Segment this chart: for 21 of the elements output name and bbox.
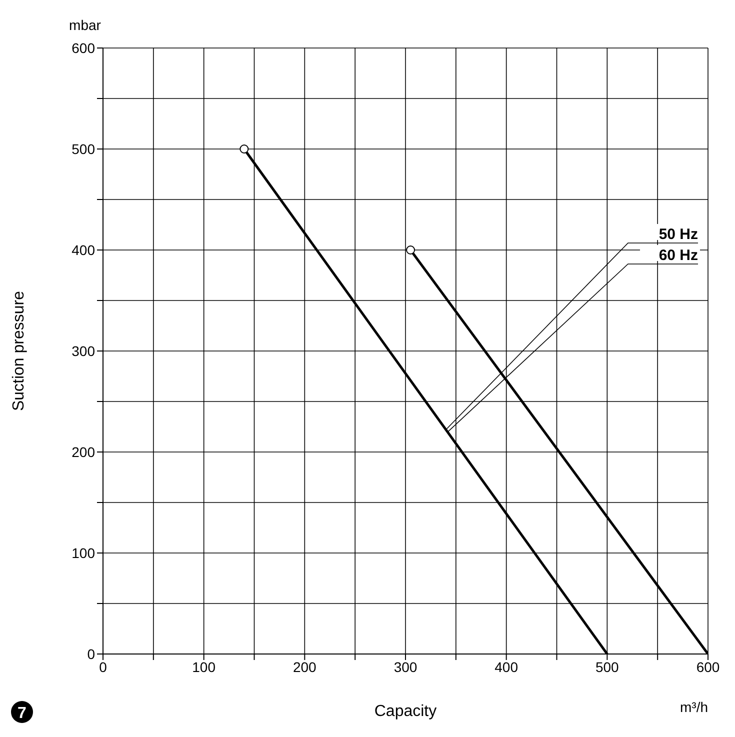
text: m³/h bbox=[680, 699, 708, 715]
y-tick-label: 200 bbox=[72, 444, 96, 460]
text: mbar bbox=[69, 17, 102, 33]
x-tick-label: 600 bbox=[696, 658, 720, 675]
annotation: 50 Hz bbox=[658, 226, 698, 243]
y-tick-label: 500 bbox=[72, 140, 96, 157]
x-tick-label: 400 bbox=[494, 658, 518, 675]
text: 7 bbox=[18, 705, 27, 722]
x-tick-label: 100 bbox=[192, 658, 216, 675]
y-tick-label: 300 bbox=[72, 342, 96, 359]
y-tick-label: 0 bbox=[87, 646, 96, 662]
y-tick-label: 400 bbox=[72, 242, 96, 258]
x-tick-label: 500 bbox=[595, 658, 620, 675]
y-tick-label: 100 bbox=[72, 544, 96, 561]
annotation: 60 Hz bbox=[658, 247, 698, 264]
y-tick-label: 600 bbox=[72, 40, 96, 56]
x-tick-label: 0 bbox=[99, 658, 108, 675]
x-axis-title: Capacity bbox=[374, 703, 437, 720]
x-tick-label: 300 bbox=[394, 658, 418, 675]
x-tick-label: 200 bbox=[292, 658, 317, 675]
y-axis-title: Suction pressure bbox=[10, 290, 28, 412]
